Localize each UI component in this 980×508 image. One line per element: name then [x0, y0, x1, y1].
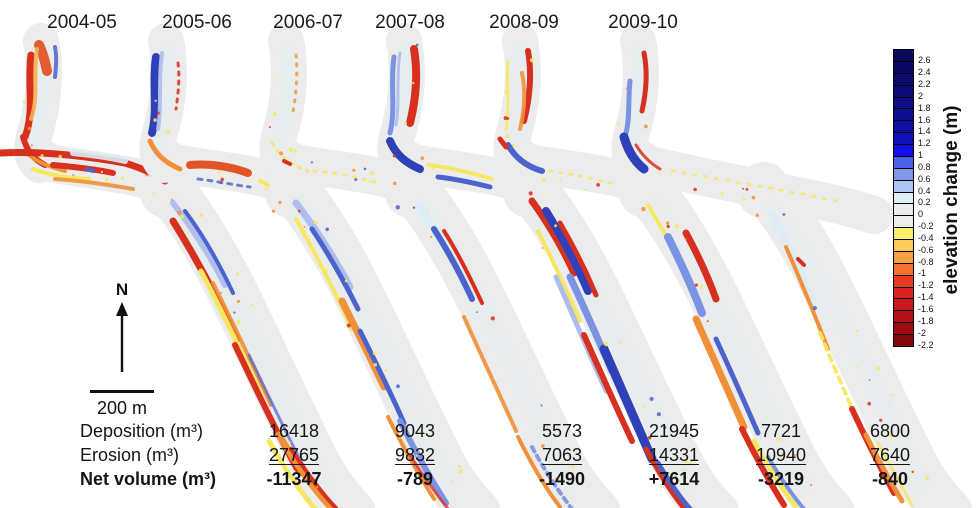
colorbar-tick-0.8: 0.8 [918, 161, 931, 172]
net-value-2005-06: -789 [396, 469, 434, 489]
colorbar-tick--0.2: -0.2 [918, 221, 934, 232]
erosion-value-2009-10: 7640 [869, 445, 911, 465]
colorbar-tick-2.4: 2.4 [918, 67, 931, 78]
row-label-deposition: Deposition (m³) [80, 421, 204, 441]
net-value-2006-07: -1490 [538, 469, 586, 489]
colorbar-cell-15 [894, 228, 913, 240]
erosion-value-2007-08: 14331 [648, 445, 700, 465]
colorbar-cell-21 [894, 299, 913, 312]
erosion-value-2005-06: 9832 [394, 445, 436, 465]
deposition-value-2006-07: 5573 [541, 421, 583, 441]
colorbar-cell-12 [894, 192, 913, 205]
year-label-2008-09: 2008-09 [489, 12, 559, 33]
river-map-2006-07 [259, 23, 621, 508]
colorbar-tick-1.8: 1.8 [918, 102, 931, 113]
colorbar-tick--0.6: -0.6 [918, 244, 934, 255]
scale-bar-label: 200 m [96, 398, 148, 418]
year-label-2007-08: 2007-08 [375, 12, 445, 33]
deposition-value-2008-09: 7721 [760, 421, 802, 441]
colorbar-cell-6 [894, 121, 913, 134]
colorbar-cell-3 [894, 85, 913, 98]
colorbar-cell-7 [894, 133, 913, 145]
colorbar-tick-1.6: 1.6 [918, 114, 931, 125]
colorbar-cell-4 [894, 97, 913, 110]
colorbar-cell-23 [894, 323, 913, 335]
colorbar-tick--1.8: -1.8 [918, 315, 934, 326]
colorbar-cell-20 [894, 287, 913, 300]
net-value-2009-10: -840 [871, 469, 909, 489]
colorbar-cell-16 [894, 240, 913, 252]
river-map-2005-06 [139, 23, 501, 508]
colorbar-tick-2: 2 [918, 90, 924, 101]
river-map-2008-09 [493, 23, 855, 508]
erosion-value-2008-09: 10940 [755, 445, 807, 465]
erosion-value-2004-05: 27765 [268, 445, 320, 465]
colorbar-tick--2: -2 [918, 327, 927, 338]
colorbar-cell-2 [894, 73, 913, 86]
colorbar-cell-14 [894, 216, 913, 229]
colorbar-tick--2.2: -2.2 [918, 339, 934, 350]
colorbar-tick-2.6: 2.6 [918, 55, 931, 66]
colorbar [893, 49, 914, 347]
colorbar-cell-1 [894, 61, 913, 74]
colorbar-cell-0 [894, 50, 913, 62]
colorbar-cell-13 [894, 204, 913, 217]
colorbar-cell-22 [894, 311, 913, 324]
colorbar-tick--1.2: -1.2 [918, 280, 934, 291]
colorbar-cell-19 [894, 275, 913, 288]
deposition-value-2007-08: 21945 [648, 421, 700, 441]
colorbar-cell-18 [894, 263, 913, 276]
colorbar-tick-0.4: 0.4 [918, 185, 931, 196]
net-value-2008-09: -3219 [757, 469, 805, 489]
net-value-2007-08: +7614 [648, 469, 700, 489]
colorbar-tick-2.2: 2.2 [918, 79, 931, 90]
colorbar-tick--1.4: -1.4 [918, 292, 934, 303]
year-label-2006-07: 2006-07 [273, 12, 343, 33]
colorbar-tick--0.4: -0.4 [918, 232, 934, 243]
colorbar-cell-10 [894, 168, 913, 181]
colorbar-tick-1.2: 1.2 [918, 138, 931, 149]
north-arrow-icon [116, 302, 128, 372]
river-map-2004-05 [0, 23, 376, 508]
erosion-value-2006-07: 7063 [541, 445, 583, 465]
deposition-value-2004-05: 16418 [268, 421, 320, 441]
year-label-2004-05: 2004-05 [47, 12, 117, 33]
colorbar-cell-11 [894, 180, 913, 193]
deposition-value-2009-10: 6800 [869, 421, 911, 441]
year-label-2009-10: 2009-10 [608, 12, 678, 33]
colorbar-tick-0.6: 0.6 [918, 173, 931, 184]
colorbar-cell-24 [894, 335, 913, 346]
colorbar-tick--1: -1 [918, 268, 927, 279]
colorbar-tick--1.6: -1.6 [918, 303, 934, 314]
deposition-value-2005-06: 9043 [394, 421, 436, 441]
colorbar-tick-1: 1 [918, 150, 924, 161]
river-map-2009-10 [611, 23, 973, 508]
row-label-erosion: Erosion (m³) [80, 445, 180, 465]
colorbar-cell-5 [894, 109, 913, 122]
river-map-2007-08 [377, 23, 739, 508]
colorbar-tick-1.4: 1.4 [918, 126, 931, 137]
colorbar-cell-9 [894, 156, 913, 169]
colorbar-tick-0.2: 0.2 [918, 197, 931, 208]
colorbar-cell-17 [894, 251, 913, 264]
row-label-net-volume: Net volume (m³) [80, 469, 217, 489]
year-label-2005-06: 2005-06 [162, 12, 232, 33]
colorbar-cell-8 [894, 145, 913, 157]
scale-bar [90, 390, 154, 393]
net-value-2004-05: -11347 [266, 469, 322, 489]
colorbar-tick--0.8: -0.8 [918, 256, 934, 267]
colorbar-tick-0: 0 [918, 209, 924, 220]
north-label: N [115, 280, 129, 299]
colorbar-title: elevation change (m) [941, 105, 962, 295]
